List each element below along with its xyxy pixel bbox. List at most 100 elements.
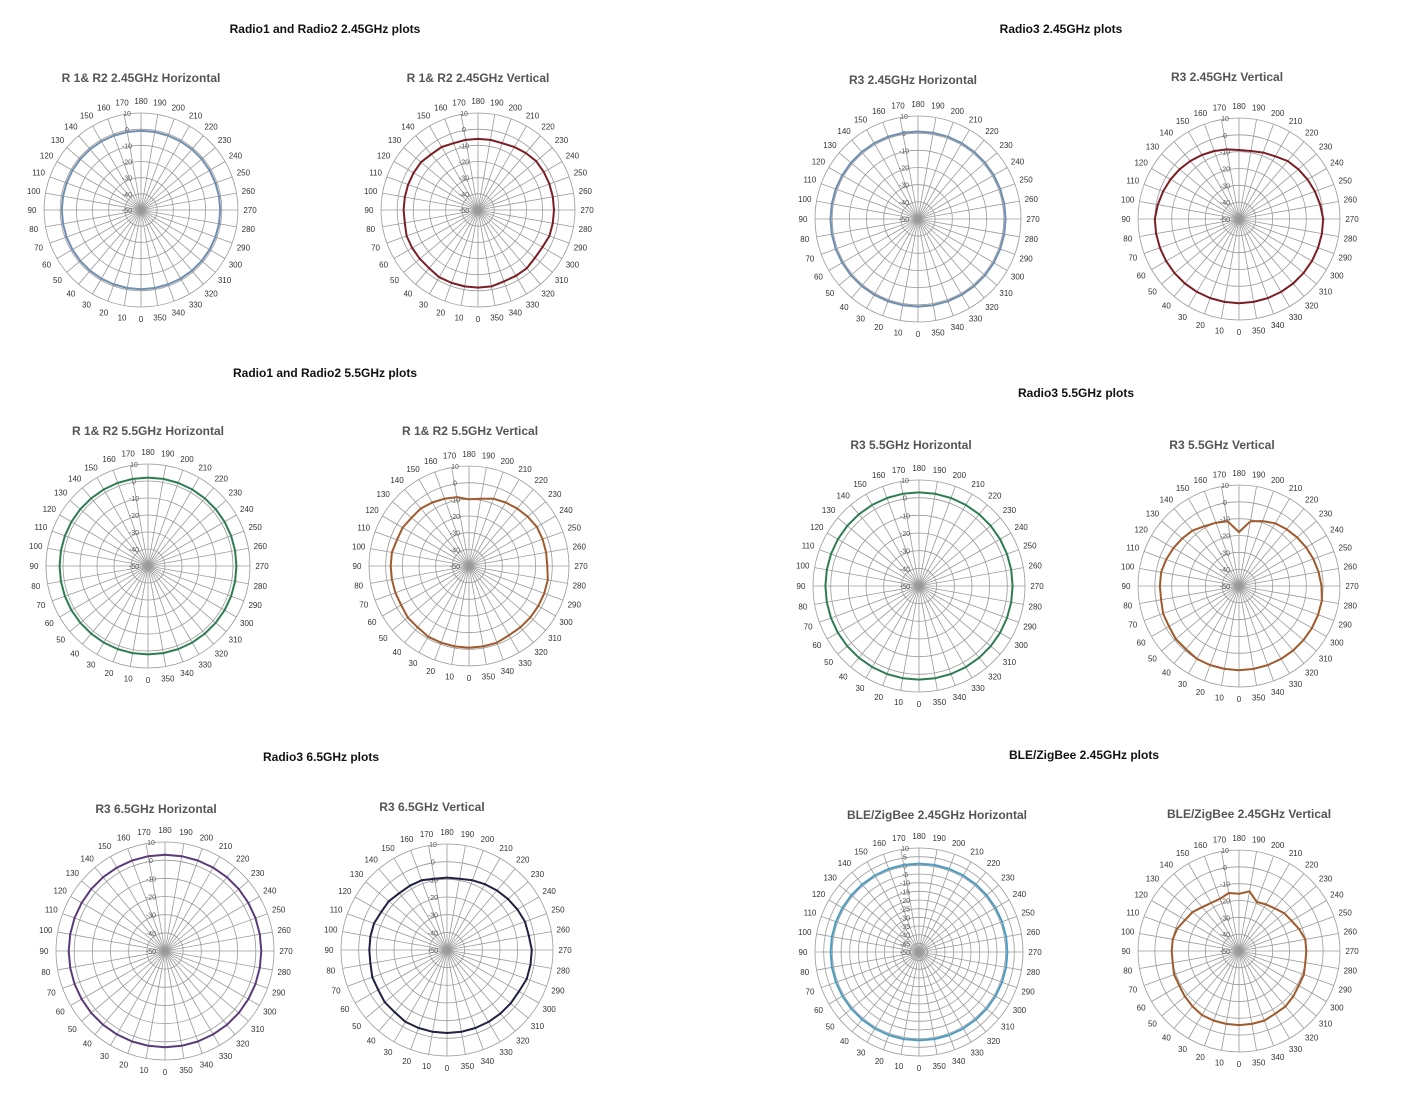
data-point — [191, 641, 194, 644]
grid-spoke — [140, 209, 226, 259]
angle-tick-label: 290 — [1023, 622, 1037, 631]
grid-spoke — [1238, 950, 1335, 986]
data-point — [873, 293, 876, 296]
grid-spoke — [918, 481, 938, 587]
data-point — [901, 131, 904, 134]
grid-spoke — [1161, 950, 1240, 1017]
angle-tick-label: 270 — [1028, 948, 1042, 957]
angle-tick-label: 130 — [350, 870, 364, 879]
data-point — [1153, 218, 1156, 220]
grid-spoke — [917, 139, 985, 220]
data-point — [420, 161, 422, 164]
data-point — [999, 248, 1002, 250]
data-point — [1010, 568, 1013, 571]
data-point — [373, 922, 375, 925]
data-point — [126, 131, 129, 133]
grid-spoke — [918, 951, 1022, 971]
data-point — [985, 1007, 988, 1010]
angle-tick-label: 190 — [1252, 104, 1266, 113]
data-point — [530, 949, 533, 951]
data-point — [1238, 1024, 1240, 1026]
data-point — [1238, 149, 1240, 151]
angle-tick-label: 90 — [30, 562, 39, 571]
grid-spoke — [393, 858, 448, 951]
grid-spoke — [446, 913, 547, 951]
angle-tick-label: 190 — [932, 834, 946, 843]
grid-spoke — [147, 487, 214, 567]
angle-tick-label: 260 — [277, 926, 291, 935]
grid-spoke — [1238, 201, 1339, 220]
angle-tick-label: 20 — [436, 308, 445, 317]
data-point — [191, 148, 193, 151]
angle-tick-label: 80 — [1123, 602, 1132, 611]
grid-spoke — [1238, 900, 1327, 952]
angle-tick-label: 230 — [999, 141, 1013, 150]
data-point — [1201, 154, 1203, 156]
angle-tick-label: 90 — [799, 215, 808, 224]
angle-tick-label: 110 — [804, 176, 817, 185]
angle-tick-label: 20 — [874, 323, 883, 332]
plot-title: R 1& R2 2.45GHz Vertical — [406, 71, 550, 85]
radial-tick-label: 10 — [123, 111, 131, 118]
data-point — [383, 1001, 386, 1004]
data-point — [218, 222, 220, 225]
radial-tick-label: -40 — [450, 547, 460, 554]
grid-spoke — [918, 585, 1011, 640]
data-point — [69, 966, 72, 969]
angle-tick-label: 40 — [66, 289, 75, 298]
data-point — [861, 1018, 864, 1021]
angle-tick-label: 90 — [1122, 215, 1131, 224]
grid-spoke — [1238, 933, 1339, 952]
grid-spoke — [444, 118, 479, 211]
data-point — [180, 1044, 183, 1047]
angle-tick-label: 150 — [854, 848, 868, 857]
data-point — [846, 645, 849, 648]
data-point — [1155, 232, 1157, 235]
data-point — [474, 1027, 477, 1029]
angle-tick-label: 290 — [1019, 254, 1033, 263]
data-point — [515, 274, 517, 277]
data-point — [901, 677, 904, 680]
grid-spoke — [468, 467, 487, 567]
angle-tick-label: 70 — [332, 986, 341, 995]
grid-spoke — [816, 951, 920, 971]
grid-spoke — [1238, 520, 1317, 587]
angle-tick-label: 40 — [70, 649, 79, 658]
data-point — [191, 269, 193, 272]
angle-tick-label: 320 — [236, 1040, 250, 1049]
angle-tick-label: 40 — [403, 289, 412, 298]
data-point — [71, 248, 74, 251]
radial-tick-label: -10 — [1220, 150, 1230, 157]
data-point — [153, 287, 156, 289]
data-point — [1311, 260, 1313, 262]
grid-spoke — [393, 209, 479, 259]
data-point — [1274, 155, 1277, 158]
data-point — [1266, 297, 1269, 299]
data-point — [1304, 938, 1307, 941]
grid-spoke — [164, 931, 273, 952]
angle-tick-label: 240 — [1013, 890, 1027, 899]
angle-tick-label: 220 — [204, 123, 218, 132]
radial-tick-label: -20 — [900, 898, 910, 905]
data-point — [1317, 246, 1319, 249]
angle-tick-label: 20 — [99, 308, 108, 317]
angle-tick-label: 220 — [1305, 495, 1319, 504]
grid-spoke — [918, 532, 1011, 587]
angle-tick-label: 290 — [1339, 254, 1353, 263]
angle-tick-label: 120 — [40, 152, 54, 161]
grid-spoke — [1151, 950, 1240, 1002]
data-point — [260, 950, 263, 952]
angle-tick-label: 220 — [236, 854, 250, 863]
angle-tick-label: 190 — [161, 450, 175, 459]
angle-tick-label: 290 — [272, 988, 286, 997]
angle-tick-label: 300 — [1330, 1004, 1344, 1013]
data-point — [501, 142, 504, 145]
grid-spoke — [477, 209, 527, 295]
grid-spoke — [918, 916, 1017, 953]
data-point — [824, 585, 827, 587]
angle-tick-label: 70 — [47, 988, 56, 997]
grid-spoke — [94, 867, 166, 952]
data-point — [258, 933, 261, 936]
data-point — [80, 902, 83, 904]
data-point — [886, 673, 888, 675]
